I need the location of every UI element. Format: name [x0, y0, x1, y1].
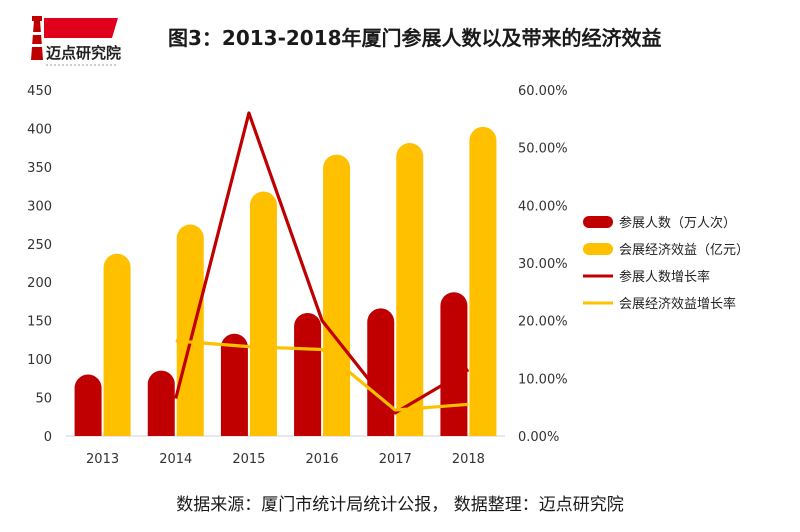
legend-swatch [583, 243, 613, 255]
bar-visitors [147, 370, 175, 436]
left-tick-label: 300 [27, 199, 52, 214]
right-tick-label: 0.00% [518, 430, 559, 445]
bar-visitors [367, 308, 395, 436]
bar-revenue [469, 126, 497, 436]
left-tick-label: 450 [27, 84, 52, 99]
left-tick-label: 350 [27, 161, 52, 176]
legend-label: 参展人数（万人次） [619, 215, 736, 231]
line-revenue-growth [175, 339, 469, 412]
bar-revenue [323, 154, 351, 436]
legend-label: 会展经济效益（亿元） [619, 243, 749, 258]
legend-label: 会展经济效益增长率 [619, 296, 736, 312]
legend-swatch [583, 216, 613, 228]
lines [174, 111, 470, 415]
bar-revenue [176, 224, 204, 436]
right-axis: 0.00% 10.00% 20.00% 30.00% 40.00% 50.00% 60.00… [518, 84, 568, 445]
bar-visitors [74, 374, 102, 436]
bar-visitors [294, 312, 322, 436]
source-note: 数据来源：厦门市统计局统计公报， 数据整理：迈点研究院 [176, 495, 624, 515]
right-tick-label: 50.00% [518, 142, 568, 157]
bar-visitors [440, 292, 468, 436]
line-visitor-growth [174, 111, 470, 415]
right-tick-label: 40.00% [518, 199, 568, 214]
bar-visitors [220, 333, 248, 436]
left-axis: 0 50 100 150 200 250 300 350 400 450 [27, 84, 52, 445]
x-tick-label: 2017 [379, 452, 412, 467]
left-tick-label: 100 [27, 353, 52, 368]
right-tick-label: 60.00% [518, 84, 568, 99]
bars [74, 126, 497, 436]
left-tick-label: 250 [27, 238, 52, 253]
flag-shape [44, 18, 118, 38]
left-tick-label: 200 [27, 276, 52, 291]
bar-revenue [103, 253, 131, 436]
bar-revenue [396, 143, 424, 436]
x-tick-label: 2015 [232, 452, 265, 467]
bar-revenue [249, 191, 277, 436]
chart-title: 图3：2013-2018年厦门参展人数以及带来的经济效益 [168, 26, 662, 50]
right-tick-label: 20.00% [518, 315, 568, 330]
lighthouse-icon [31, 20, 43, 60]
right-tick-label: 10.00% [518, 372, 568, 387]
x-tick-label: 2018 [452, 452, 485, 467]
x-tick-label: 2014 [159, 452, 192, 467]
right-tick-label: 30.00% [518, 257, 568, 272]
left-tick-label: 400 [27, 122, 52, 137]
brand-logo: 迈点研究院 [31, 16, 121, 66]
left-tick-label: 50 [35, 392, 52, 407]
left-tick-label: 0 [44, 430, 52, 445]
brand-name: 迈点研究院 [46, 44, 121, 62]
x-tick-label: 2013 [86, 452, 119, 467]
legend-label: 参展人数增长率 [619, 269, 710, 285]
left-tick-label: 150 [27, 315, 52, 330]
x-axis: 2013 2014 2015 2016 2017 2018 [86, 452, 485, 467]
x-tick-label: 2016 [306, 452, 339, 467]
